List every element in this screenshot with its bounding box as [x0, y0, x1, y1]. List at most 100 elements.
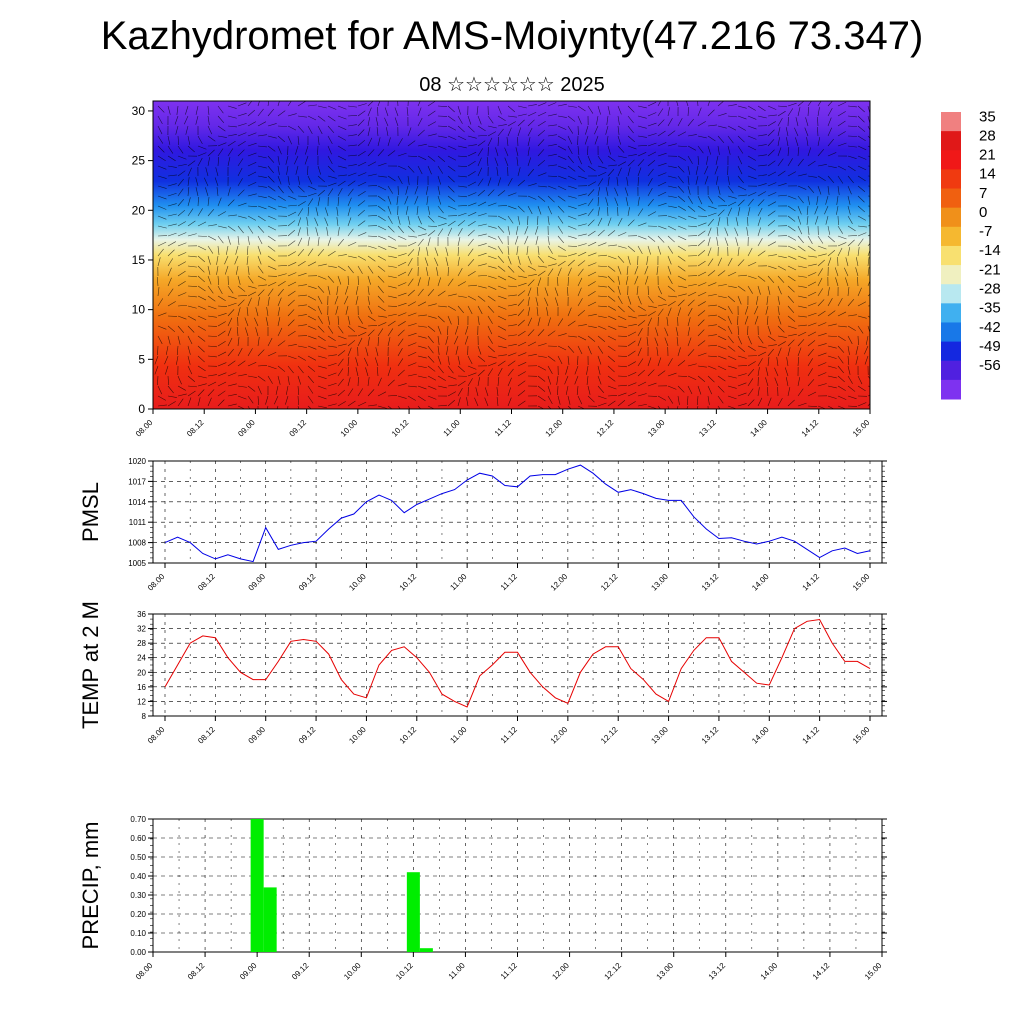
- wind-arrow: [217, 372, 227, 377]
- wind-arrow: [446, 345, 449, 355]
- wind-arrow: [757, 199, 765, 207]
- wind-arrow: [837, 247, 843, 257]
- y-tick-label: 12: [137, 697, 146, 706]
- wind-arrow: [577, 243, 587, 247]
- wind-arrow: [257, 108, 264, 117]
- wind-arrow: [524, 225, 529, 235]
- wind-arrow: [827, 257, 832, 267]
- wind-arrow: [777, 147, 782, 157]
- wind-arrow: [467, 270, 476, 277]
- wind-arrow: [306, 227, 309, 237]
- wind-arrow: [827, 323, 837, 327]
- wind-arrow: [765, 367, 769, 377]
- wind-arrow: [547, 124, 557, 127]
- wind-arrow: [457, 247, 460, 257]
- wind-arrow: [467, 305, 473, 315]
- wind-arrow: [177, 232, 187, 237]
- wind-arrow: [817, 288, 824, 297]
- wind-arrow: [837, 111, 846, 117]
- wind-arrow: [237, 167, 243, 177]
- wind-arrow: [287, 195, 297, 200]
- wind-arrow: [167, 203, 177, 207]
- wind-arrow: [857, 165, 867, 171]
- wind-arrow: [757, 191, 766, 197]
- wind-arrow: [257, 284, 267, 287]
- colorbar-segment: [941, 226, 961, 247]
- wind-arrow: [367, 255, 376, 262]
- wind-arrow: [484, 397, 489, 407]
- wind-arrow: [777, 398, 783, 407]
- wind-arrow: [817, 310, 826, 317]
- wind-arrow: [227, 148, 234, 157]
- wind-arrow: [237, 374, 247, 377]
- wind-arrow: [817, 333, 827, 337]
- wind-arrow: [377, 225, 387, 231]
- wind-arrow: [717, 305, 727, 311]
- wind-arrow: [427, 225, 437, 227]
- wind-arrow: [634, 275, 639, 285]
- wind-arrow: [657, 245, 662, 255]
- wind-arrow: [207, 381, 217, 387]
- wind-arrow: [447, 227, 453, 237]
- wind-arrow: [617, 400, 626, 407]
- wind-arrow: [757, 164, 767, 167]
- wind-arrow: [616, 177, 619, 187]
- wind-arrow: [827, 375, 837, 379]
- wind-arrow: [405, 185, 409, 195]
- wind-arrow: [587, 189, 595, 197]
- wind-arrow: [167, 135, 171, 145]
- wind-arrow: [727, 335, 734, 344]
- x-tick-label: 09.12: [290, 961, 311, 982]
- wind-arrow: [706, 155, 709, 165]
- wind-arrow: [704, 175, 709, 185]
- y-tick-label: 1008: [128, 539, 146, 548]
- wind-arrow: [217, 340, 226, 347]
- wind-arrow: [586, 375, 589, 385]
- wind-arrow: [614, 187, 619, 197]
- wind-arrow: [277, 110, 286, 117]
- wind-arrow: [824, 205, 829, 215]
- wind-arrow: [437, 185, 441, 195]
- y-tick-label: 16: [137, 683, 146, 692]
- wind-arrow: [777, 255, 787, 259]
- wind-arrow: [387, 150, 396, 157]
- wind-arrow: [487, 255, 497, 260]
- wind-arrow: [377, 215, 386, 222]
- wind-arrow: [495, 147, 499, 157]
- wind-arrow: [377, 391, 387, 397]
- wind-arrow: [337, 343, 347, 347]
- wind-arrow: [477, 157, 482, 167]
- wind-arrow: [397, 165, 407, 170]
- wind-arrow: [437, 277, 441, 287]
- wind-arrow: [347, 188, 354, 197]
- wind-arrow: [727, 405, 737, 409]
- wind-arrow: [767, 397, 772, 407]
- wind-arrow: [834, 267, 839, 277]
- wind-arrow: [365, 347, 369, 357]
- wind-arrow: [787, 333, 797, 337]
- wind-arrow: [807, 185, 815, 193]
- wind-arrow: [337, 315, 340, 325]
- wind-arrow: [737, 295, 742, 305]
- wind-arrow: [617, 335, 628, 337]
- wind-arrow: [587, 219, 595, 227]
- wind-arrow: [337, 368, 344, 377]
- wind-arrow: [487, 177, 492, 187]
- wind-arrow: [247, 348, 253, 357]
- wind-arrow: [655, 327, 659, 337]
- wind-arrow: [467, 284, 477, 287]
- wind-arrow: [337, 275, 342, 285]
- wind-arrow: [587, 325, 597, 329]
- wind-arrow: [237, 132, 247, 137]
- wind-arrow: [317, 335, 326, 342]
- wind-arrow: [407, 385, 417, 388]
- wind-arrow: [357, 129, 365, 137]
- wind-arrow: [507, 368, 514, 377]
- wind-arrow: [535, 225, 539, 235]
- wind-arrow: [867, 135, 870, 139]
- wind-arrow: [657, 162, 667, 167]
- wind-arrow: [687, 283, 697, 287]
- wind-arrow: [197, 135, 203, 144]
- wind-arrow: [327, 175, 337, 179]
- wind-arrow: [527, 183, 537, 187]
